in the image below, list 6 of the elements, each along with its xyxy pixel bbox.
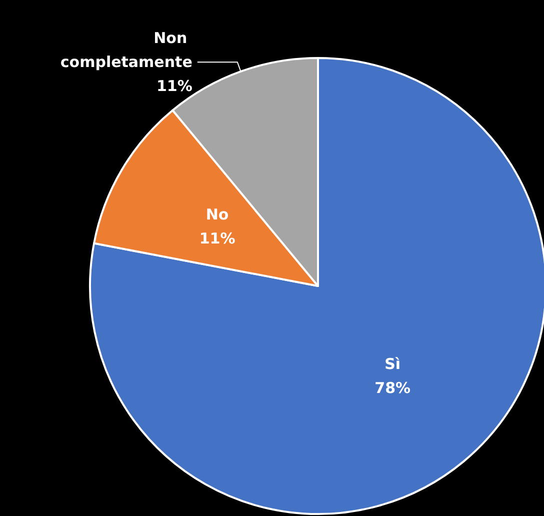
data-label: 11%	[199, 229, 236, 248]
slice-label: Sì	[384, 355, 401, 374]
slice-label: No	[206, 205, 229, 224]
data-label: 78%	[374, 379, 411, 398]
slice-label: Non completamente	[60, 29, 192, 72]
data-label: 11%	[156, 77, 192, 96]
